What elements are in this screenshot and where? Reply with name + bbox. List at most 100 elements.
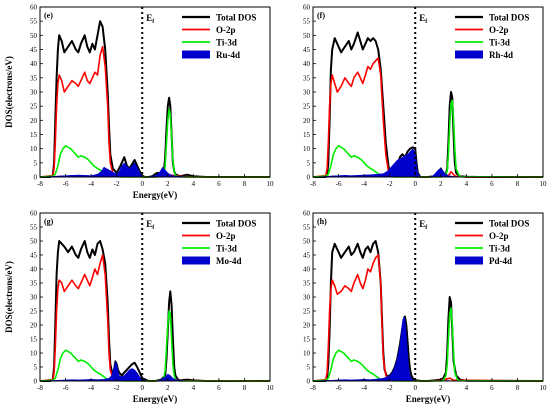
series-ti-3d-line [39,310,270,382]
panel-label: (h) [317,217,327,226]
y-tick-label: 30 [30,89,38,97]
y-axis-label: DOS(electrons/eV) [4,56,14,128]
legend-label: Ru-4d [216,50,240,60]
legend: Total DOS O-2p Ti-3d Mo-4d [182,219,256,266]
x-tick-label: 0 [140,180,144,188]
y-tick-label: 45 [30,46,38,54]
legend-label: Total DOS [489,219,529,229]
y-tick-label: 15 [303,131,311,139]
series-pd-4d-area [312,315,543,382]
y-tick-label: 35 [30,74,38,82]
x-tick-label: -4 [361,384,367,392]
x-tick-label: 4 [192,180,196,188]
x-tick-label: 10 [267,180,275,188]
x-tick-label: 4 [465,384,469,392]
x-tick-label: -8 [37,180,43,188]
legend-label: Ti-3d [216,244,237,254]
y-tick-label: 0 [34,174,38,182]
y-tick-label: 5 [307,364,311,372]
y-tick-label: 20 [303,117,311,125]
x-tick-label: -6 [63,180,69,188]
x-tick-label: 0 [413,384,417,392]
y-tick-label: 50 [30,32,38,40]
legend-label: Ti-3d [489,38,510,48]
series-o-2p-line [39,45,270,178]
y-tick-label: 15 [303,336,311,344]
panel-0: Ef -8 -6 -4 -2 0 2 4 6 8 10 0 5 10 15 20 25 30 35 40 45 50 55 6… [4,4,274,201]
x-axis-label: Energy(eV) [406,394,451,404]
series-ti-3d-line [39,108,270,178]
y-tick-label: 45 [30,252,38,260]
y-tick-label: 10 [30,350,38,358]
x-tick-label: 2 [439,384,443,392]
y-tick-label: 55 [30,18,38,26]
legend-label: O-2p [489,231,509,241]
legend-label: Ti-3d [489,244,510,254]
x-tick-label: 6 [490,384,494,392]
y-tick-label: 30 [30,294,38,302]
legend-label: O-2p [216,231,236,241]
panel-3: Ef -8 -6 -4 -2 0 2 4 6 8 10 0 5 10 15 20 25 30 35 40 45 50 55 6… [303,210,547,405]
x-tick-label: -6 [336,180,342,188]
x-tick-label: 2 [439,180,443,188]
x-tick-label: -2 [387,384,393,392]
x-tick-label: -4 [88,180,94,188]
x-tick-label: -2 [114,384,120,392]
legend: Total DOS O-2p Ti-3d Rh-4d [455,13,529,60]
legend-label: Total DOS [216,13,256,23]
y-tick-label: 40 [30,60,38,68]
y-tick-label: 5 [34,159,38,167]
legend: Total DOS O-2p Ti-3d Ru-4d [182,13,256,60]
y-axis-label: DOS(electrons/eV) [4,261,14,333]
y-tick-label: 35 [303,74,311,82]
x-tick-label: 10 [540,180,548,188]
y-tick-label: 55 [303,224,311,232]
legend-label: O-2p [216,25,236,35]
x-tick-label: 6 [217,384,221,392]
panel-label: (e) [44,11,53,20]
series-ru-4d-area [39,162,270,178]
legend-label: Total DOS [216,219,256,229]
y-tick-label: 10 [303,350,311,358]
series-rh-4d-area [312,148,543,178]
x-tick-label: 8 [516,180,520,188]
y-tick-label: 25 [30,103,38,111]
y-tick-label: 20 [303,322,311,330]
y-tick-label: 60 [303,4,311,12]
x-tick-label: 0 [140,384,144,392]
y-tick-label: 45 [303,46,311,54]
y-tick-label: 45 [303,252,311,260]
series-mo-4d-area [39,360,270,382]
x-tick-label: 10 [267,384,275,392]
x-tick-label: -2 [387,180,393,188]
series-o-2p-line [39,254,271,382]
y-tick-label: 0 [34,378,38,386]
legend-label: Ti-3d [216,38,237,48]
legend-swatch [455,50,483,59]
y-tick-label: 60 [30,210,38,218]
y-tick-label: 5 [307,159,311,167]
y-tick-label: 10 [303,145,311,153]
y-tick-label: 55 [30,224,38,232]
fermi-label: Ef [146,219,155,231]
x-tick-label: -4 [361,180,367,188]
x-tick-label: 8 [243,180,247,188]
series-ti-3d-line [312,99,544,178]
legend: Total DOS O-2p Ti-3d Pd-4d [455,219,529,266]
x-tick-label: 10 [540,384,548,392]
x-tick-label: 6 [217,180,221,188]
y-tick-label: 40 [303,266,311,274]
fermi-label: Ef [419,219,428,231]
legend-swatch [455,256,483,265]
y-tick-label: 50 [303,238,311,246]
y-tick-label: 35 [30,280,38,288]
y-tick-label: 35 [303,280,311,288]
fermi-label: Ef [419,13,428,25]
y-tick-label: 30 [303,294,311,302]
panel-2: Ef -8 -6 -4 -2 0 2 4 6 8 10 0 5 10 15 20 25 30 35 40 45 50 55 6… [4,210,274,405]
x-tick-label: 2 [166,180,170,188]
x-tick-label: -8 [37,384,43,392]
y-tick-label: 40 [303,60,311,68]
y-tick-label: 25 [303,308,311,316]
x-tick-label: 0 [413,180,417,188]
